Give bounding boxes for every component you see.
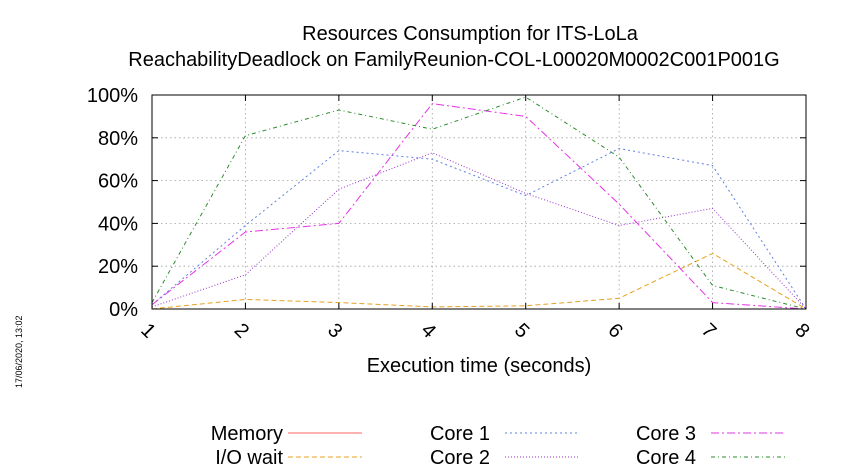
legend-label-i-o-wait: I/O wait — [215, 447, 283, 469]
series-lines — [151, 96, 807, 310]
y-tick-label: 60% — [98, 171, 138, 193]
series-line-core-1 — [151, 147, 807, 310]
timestamp: 17/06/2020, 13:02 — [14, 315, 24, 388]
legend-label-core-2: Core 2 — [430, 447, 490, 469]
x-tick-label: 2 — [230, 319, 253, 342]
series-line-core-3 — [151, 103, 807, 310]
legend-label-core-1: Core 1 — [430, 423, 490, 445]
chart-title: Resources Consumption for ITS-LoLa — [302, 23, 639, 45]
legend-label-core-3: Core 3 — [636, 423, 696, 445]
y-tick-label: 80% — [98, 128, 138, 150]
x-tick-label: 1 — [136, 319, 159, 342]
x-tick-label: 7 — [697, 319, 720, 342]
x-tick-label: 5 — [510, 319, 533, 342]
y-tick-label: 40% — [98, 213, 138, 235]
legend-label-memory: Memory — [211, 423, 283, 445]
x-tick-label: 8 — [790, 319, 813, 342]
x-axis-label: Execution time (seconds) — [367, 355, 592, 377]
y-tick-label: 0% — [109, 299, 138, 321]
y-axis-ticks: 0% 20% 40% 60% 80% 100% — [87, 85, 806, 321]
series-line-core-2 — [151, 152, 807, 310]
series-line-core-4 — [151, 96, 807, 310]
x-tick-label: 6 — [603, 319, 626, 342]
y-tick-label: 100% — [87, 85, 138, 107]
series-line-i-o-wait — [151, 252, 807, 310]
x-tick-label: 3 — [323, 319, 346, 342]
y-tick-label: 20% — [98, 256, 138, 278]
x-axis-ticks: 1 2 3 4 5 6 7 8 — [136, 95, 814, 343]
chart-subtitle: ReachabilityDeadlock on FamilyReunion-CO… — [128, 49, 779, 71]
legend-label-core-4: Core 4 — [636, 447, 696, 469]
grid — [152, 95, 806, 309]
x-tick-label: 4 — [417, 319, 440, 342]
plot-frame — [151, 94, 807, 310]
